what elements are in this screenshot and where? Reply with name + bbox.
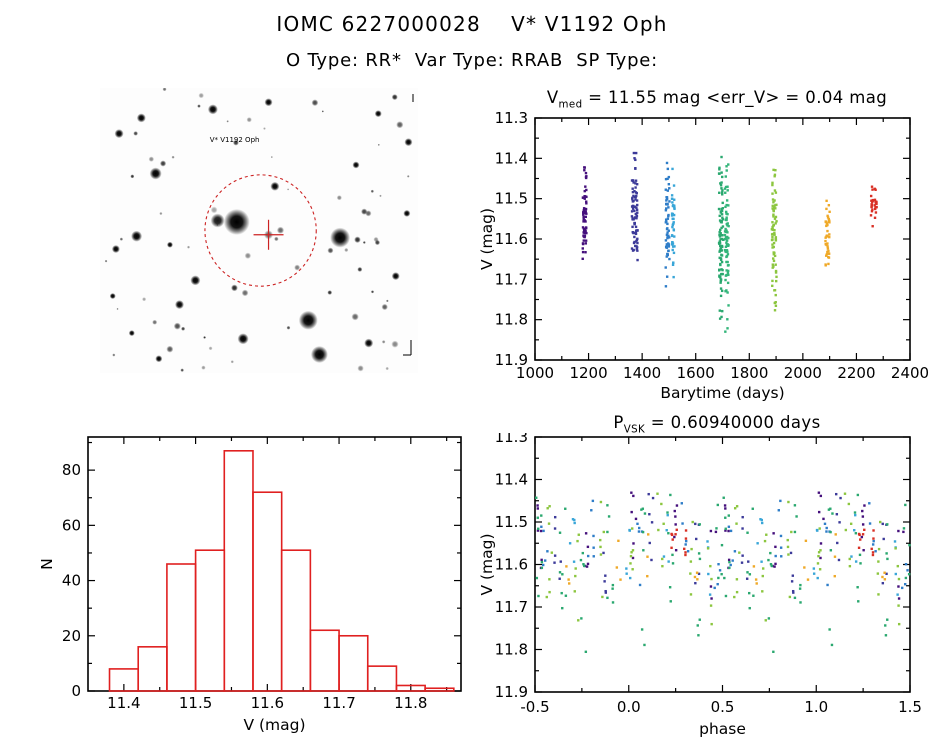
phase-title: PVSK = 0.60940000 days: [522, 413, 912, 435]
x-tick-label: 1800: [730, 364, 768, 382]
y-tick-label: 80: [62, 461, 81, 479]
lightcurve-plot: 1000 1200 1400 1600 1800 2000 2200 2400 11.3 11.4…: [478, 110, 929, 402]
y-tick-label: 20: [62, 627, 81, 645]
x-axis-label: Barytime (days): [660, 384, 784, 402]
y-tick-label: 11.3: [495, 110, 528, 127]
x-tick-label: 0.0: [617, 698, 641, 716]
data-points: [581, 151, 878, 333]
histogram-bar: [424, 687, 455, 692]
lightcurve-title-base: V: [546, 88, 559, 107]
target-label: V* V1192 Oph: [210, 136, 260, 144]
histogram-bar: [137, 646, 168, 692]
x-tick-label: 11.8: [394, 694, 427, 712]
histogram-bar: [223, 450, 254, 692]
y-tick-label: 11.4: [495, 149, 528, 167]
x-tick-label: 1400: [623, 364, 661, 382]
y-axis-label: N: [38, 558, 56, 570]
histogram-bar: [252, 491, 283, 692]
x-tick-label: 2000: [784, 364, 822, 382]
x-tick-label: 11.4: [107, 694, 140, 712]
histogram-bar: [338, 634, 369, 692]
histogram-bar: [280, 549, 312, 692]
y-tick-label: 11.5: [495, 190, 528, 208]
phase-panel: PVSK = 0.60940000 days -0.5 0.0 0.5 1.0 1.5 1…: [462, 403, 944, 747]
x-axis-label: phase: [699, 720, 746, 738]
lightcurve-title-sub: med: [558, 99, 583, 111]
x-tick-label: 11.7: [322, 694, 355, 712]
finding-chart: V* V1192 Oph: [100, 87, 418, 373]
page-title: IOMC 6227000028 V* V1192 Oph: [276, 12, 668, 36]
finding-chart-panel: V* V1192 Oph: [100, 87, 418, 373]
x-tick-label: 1.0: [804, 698, 828, 716]
x-tick-label: -0.5: [520, 698, 549, 716]
x-tick-label: 1200: [569, 364, 607, 382]
data-points: [535, 491, 911, 654]
lightcurve-title-rest: = 11.55 mag <err_V> = 0.04 mag: [582, 88, 888, 107]
y-tick-label: 40: [62, 572, 81, 590]
x-tick-label: 2200: [837, 364, 875, 382]
y-tick-label: 11.6: [495, 556, 528, 574]
phase-title-rest: = 0.60940000 days: [645, 413, 821, 432]
lightcurve-panel: Vmed = 11.55 mag <err_V> = 0.04 mag 1000…: [462, 86, 944, 408]
lightcurve-title: Vmed = 11.55 mag <err_V> = 0.04 mag: [522, 88, 912, 110]
y-tick-label: 11.8: [495, 311, 528, 329]
y-tick-label: 11.6: [495, 230, 528, 248]
histogram-bar: [194, 549, 226, 692]
y-tick-label: 11.3: [495, 433, 528, 446]
x-axis-label: V (mag): [243, 716, 305, 734]
histogram-bar: [309, 629, 340, 692]
x-tick-label: 1000: [516, 364, 554, 382]
histogram-bar: [366, 665, 398, 692]
y-tick-label: 0: [71, 682, 81, 700]
x-tick-label: 1600: [677, 364, 715, 382]
target-circle: [204, 174, 317, 287]
y-axis-label: V (mag): [478, 533, 496, 595]
plot-frame: [87, 436, 462, 692]
histogram-plot: 11.4 11.5 11.6 11.7 11.8 0 20 40 60 80 V (mag) N: [38, 436, 462, 734]
y-tick-label: 11.9: [495, 683, 528, 701]
y-tick-label: 60: [62, 516, 81, 534]
finding-chart-background: [100, 88, 418, 373]
y-axis-label: V (mag): [478, 208, 496, 270]
y-tick-label: 11.8: [495, 641, 528, 659]
x-tick-label: 0.5: [711, 698, 735, 716]
x-tick-label: 11.5: [179, 694, 212, 712]
histogram-panel: 11.4 11.5 11.6 11.7 11.8 0 20 40 60 80 V (mag) N: [28, 420, 473, 747]
y-tick-label: 11.4: [495, 471, 528, 489]
star-field: [104, 87, 413, 372]
y-tick-label: 11.9: [495, 351, 528, 369]
y-tick-label: 11.7: [495, 270, 528, 288]
phase-title-base: P: [613, 413, 624, 432]
y-tick-label: 11.5: [495, 513, 528, 531]
page-subtitle: O Type: RR* Var Type: RRAB SP Type:: [285, 50, 659, 71]
x-tick-label: 11.6: [251, 694, 284, 712]
histogram-bar: [166, 563, 197, 692]
x-tick-label: 2400: [891, 364, 929, 382]
x-tick-label: 1.5: [898, 698, 922, 716]
y-tick-label: 11.7: [495, 598, 528, 616]
plot-frame: [534, 436, 911, 693]
phase-plot: -0.5 0.0 0.5 1.0 1.5 11.3 11.4 11.5 11.6 11.7 11.8…: [478, 433, 922, 738]
phase-title-sub: VSK: [623, 424, 646, 436]
histogram-bars: [108, 450, 455, 692]
